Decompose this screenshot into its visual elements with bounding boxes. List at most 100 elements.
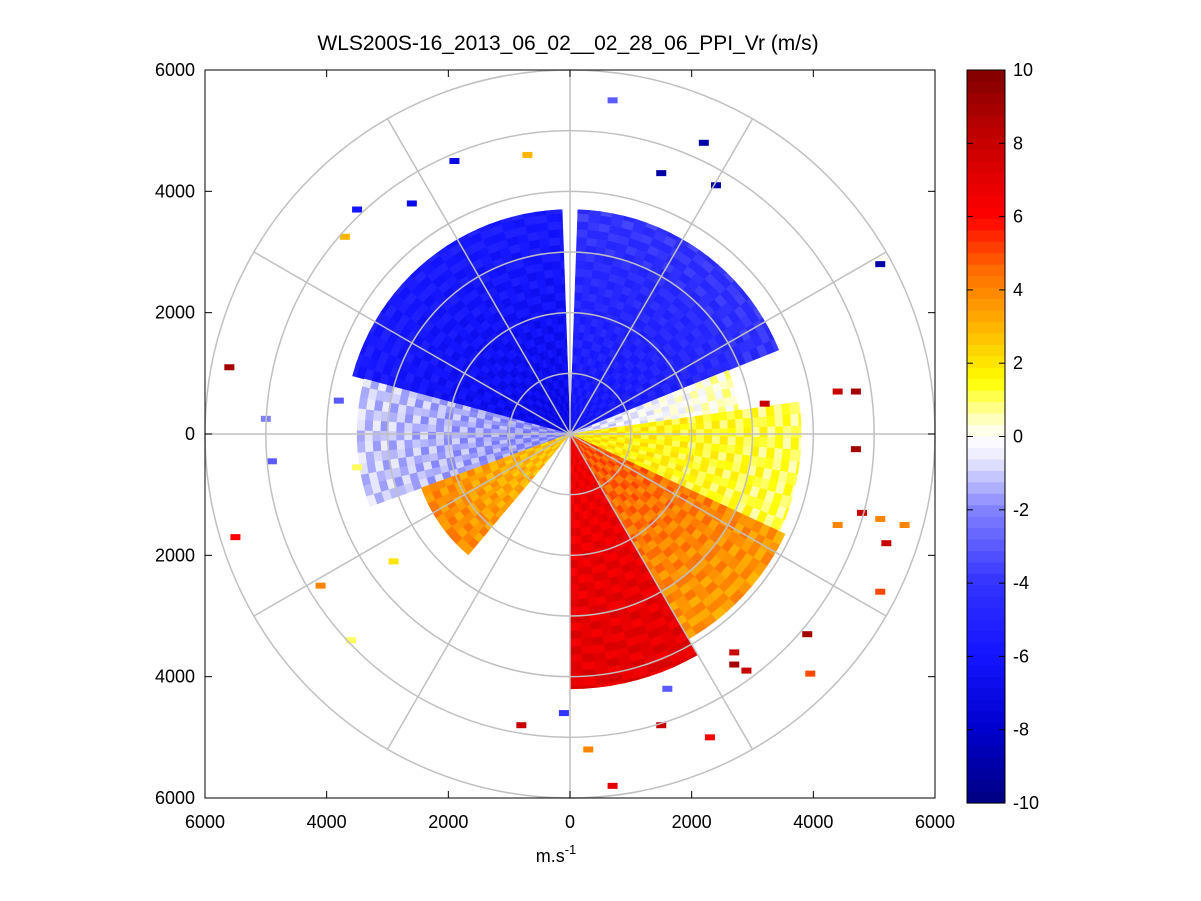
velocity-cell <box>427 416 437 425</box>
velocity-cell <box>656 425 666 432</box>
velocity-cell <box>362 378 372 389</box>
azimuth-spoke <box>569 433 887 617</box>
return-point <box>352 464 363 471</box>
velocity-cell <box>727 419 737 429</box>
velocity-cell <box>775 426 784 439</box>
colorbar-cell <box>967 138 1005 151</box>
colorbar-cell <box>967 516 1005 529</box>
velocity-cell <box>559 236 564 246</box>
velocity-cell <box>395 430 405 441</box>
velocity-cell <box>719 436 729 446</box>
colorbar <box>966 69 1006 804</box>
colorbar-cell <box>967 390 1005 403</box>
velocity-cell <box>451 431 460 439</box>
colorbar-cell <box>967 276 1005 289</box>
y-tick-label: 2000 <box>155 545 195 565</box>
velocity-cell <box>695 442 705 451</box>
velocity-cell <box>790 425 800 439</box>
velocity-cell <box>451 443 461 451</box>
colorbar-cell <box>967 195 1005 209</box>
velocity-cell <box>565 362 569 372</box>
velocity-cell <box>558 331 566 341</box>
colorbar-cell <box>967 699 1005 712</box>
x-axis-label-exponent: -1 <box>565 842 577 857</box>
colorbar-cell <box>967 344 1005 357</box>
velocity-cell <box>435 438 445 447</box>
velocity-cell <box>563 323 567 332</box>
velocity-cell <box>560 347 567 356</box>
plot-area <box>204 69 936 799</box>
velocity-cell <box>584 260 595 271</box>
velocity-cell <box>563 315 567 325</box>
velocity-cell <box>767 426 776 438</box>
velocity-cell <box>576 559 585 569</box>
colorbar-cell <box>967 642 1005 655</box>
colorbar-tick-labels: 10 8 6 4 2 0 -2 -4 -6 -8 -10 <box>1013 60 1039 813</box>
return-point <box>729 649 740 656</box>
velocity-cell <box>741 408 752 420</box>
velocity-cell <box>567 394 570 403</box>
velocity-cell <box>467 441 477 449</box>
velocity-cell <box>357 407 367 421</box>
colorbar-cell <box>967 665 1005 678</box>
velocity-cell <box>569 575 579 585</box>
colorbar-cell <box>967 402 1005 415</box>
velocity-cell <box>403 439 413 449</box>
colorbar-cell <box>967 218 1005 231</box>
return-point <box>698 139 709 146</box>
colorbar-cell <box>967 356 1005 369</box>
velocity-cell <box>575 260 586 270</box>
colorbar-tick-label: 2 <box>1013 353 1023 373</box>
velocity-cell <box>743 427 753 438</box>
velocity-cell <box>459 442 469 450</box>
velocity-cell <box>566 378 569 388</box>
velocity-cell <box>551 315 559 326</box>
velocity-cell <box>695 421 705 430</box>
velocity-cell <box>672 429 682 437</box>
colorbar-cell <box>967 425 1005 438</box>
x-axis-label-base: m.s <box>536 846 565 866</box>
velocity-cell <box>798 413 802 427</box>
velocity-cell <box>770 338 780 352</box>
velocity-cell <box>742 417 753 429</box>
azimuth-spoke <box>569 118 754 435</box>
return-point <box>832 388 843 395</box>
return-point <box>832 522 843 528</box>
azimuth-spoke <box>386 433 571 750</box>
colorbar-cell <box>967 299 1005 312</box>
velocity-cell <box>364 430 373 442</box>
velocity-cell <box>575 268 585 278</box>
colorbar-tick-label: 0 <box>1013 427 1023 447</box>
velocity-cell <box>586 229 599 240</box>
velocity-cell <box>584 573 594 584</box>
velocity-cell <box>766 415 776 428</box>
return-point <box>850 446 861 453</box>
return-point <box>607 97 618 104</box>
colorbar-cell <box>967 631 1005 644</box>
velocity-cell <box>583 566 593 576</box>
return-point <box>346 637 356 644</box>
colorbar-cell <box>967 92 1005 105</box>
velocity-cell <box>663 419 673 427</box>
return-point <box>711 182 721 189</box>
velocity-cell <box>411 422 421 432</box>
colorbar-tick-label: 10 <box>1013 60 1033 80</box>
return-point <box>516 722 527 729</box>
velocity-cell <box>569 638 582 648</box>
colorbar-cell <box>967 70 1005 83</box>
velocity-cell <box>388 448 399 460</box>
colorbar-cell <box>967 470 1005 483</box>
velocity-cell <box>542 261 553 271</box>
velocity-cell <box>371 419 382 432</box>
velocity-cell <box>563 307 567 317</box>
colorbar-cell <box>967 551 1005 564</box>
velocity-cell <box>466 426 476 433</box>
return-point <box>805 670 816 677</box>
velocity-cell <box>565 346 568 356</box>
colorbar-cell <box>967 528 1005 541</box>
colorbar-cell <box>967 608 1005 621</box>
velocity-cell <box>711 420 721 430</box>
velocity-cell <box>735 436 745 447</box>
velocity-cell <box>773 447 784 461</box>
